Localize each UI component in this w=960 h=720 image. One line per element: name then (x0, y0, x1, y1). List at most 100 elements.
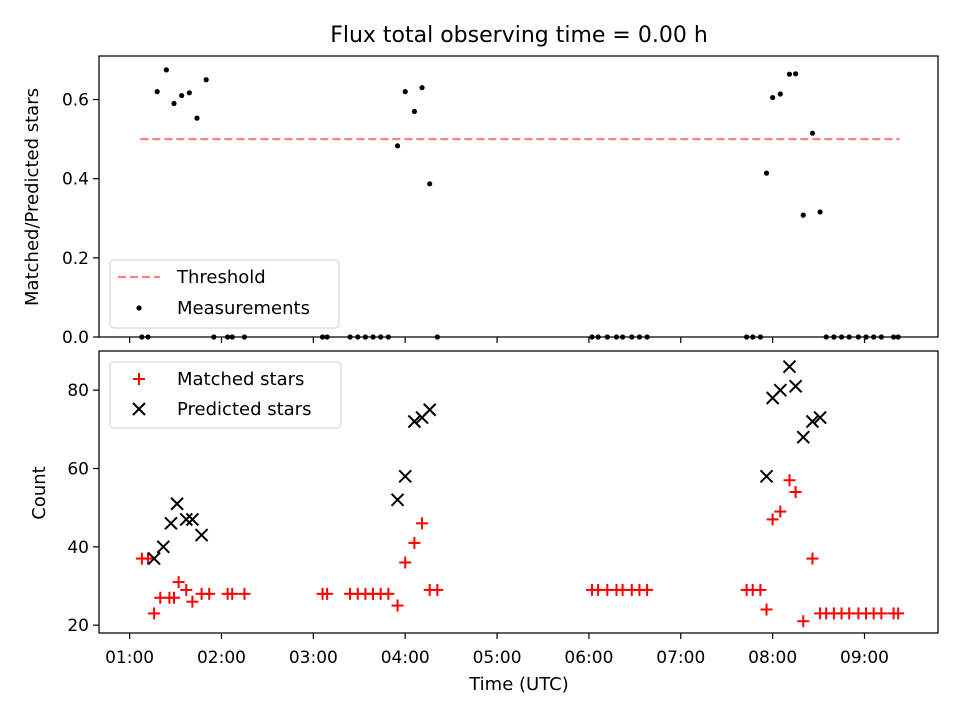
bottom-x-tick-label: 05:00 (473, 648, 522, 668)
matched-star-point (892, 607, 905, 620)
bottom-y-ticks: 20 40 60 80 (67, 381, 99, 636)
top-plot-frame (98, 55, 939, 338)
measurement-point (154, 89, 160, 95)
measurement-point (786, 71, 793, 77)
matched-star-point (382, 587, 395, 600)
bottom-x-tick-label: 06:00 (564, 648, 613, 668)
top-legend: Threshold Measurements (109, 259, 340, 329)
predicted-star-point (164, 516, 178, 531)
matched-star-point (783, 474, 796, 487)
matched-star-point (399, 556, 412, 569)
top-y-axis-label: Matched/Predicted stars (22, 88, 43, 306)
measurement-point (411, 108, 417, 115)
top-legend-box (109, 259, 340, 329)
matched-star-point (168, 591, 181, 604)
measurement-point (763, 170, 770, 176)
predicted-star-point (398, 469, 412, 484)
legend-threshold-label: Threshold (176, 267, 266, 288)
measurement-point (809, 130, 816, 136)
bottom-y-tick-label: 60 (67, 460, 89, 480)
matched-star-point (321, 587, 334, 600)
measurement-point (394, 143, 401, 149)
predicted-star-points (147, 359, 827, 566)
matched-star-point (238, 587, 251, 600)
predicted-star-point (796, 430, 810, 444)
legend-predicted-swatch (132, 402, 146, 416)
bottom-x-tick-label: 09:00 (840, 648, 889, 668)
matched-star-point (806, 552, 819, 565)
top-x-ticks (129, 337, 866, 343)
measurement-point (203, 77, 209, 83)
predicted-star-point (170, 497, 184, 511)
matched-star-point (774, 505, 787, 518)
measurement-point (777, 91, 783, 97)
predicted-star-point (147, 551, 161, 566)
top-y-tick-label: 0.2 (62, 249, 89, 269)
measurement-point (770, 94, 776, 101)
top-y-tick-label: 0.4 (62, 170, 89, 190)
matched-star-point (789, 486, 802, 498)
matched-star-point (766, 513, 779, 526)
matched-star-point (203, 587, 216, 600)
top-panel: Matched/Predicted stars 0.0 0.2 0.4 0.6 Thr… (22, 55, 939, 348)
top-chart-title: Flux total observing time = 0.00 h (330, 23, 708, 48)
bottom-y-tick-label: 20 (67, 616, 89, 636)
matched-star-point (180, 583, 193, 596)
measurement-point (800, 212, 806, 218)
matched-star-point (141, 552, 154, 565)
matched-star-point (641, 583, 654, 596)
legend-measurements-swatch (136, 305, 142, 311)
predicted-star-point (788, 379, 803, 393)
bottom-legend-box (109, 361, 342, 429)
measurement-point (163, 67, 169, 73)
predicted-star-point (805, 414, 820, 429)
measurement-point (419, 85, 425, 91)
measurement-point (402, 89, 408, 95)
predicted-star-point (813, 410, 827, 425)
bottom-x-axis-label: Time (UTC) (468, 674, 569, 695)
legend-matched-label: Matched stars (177, 369, 304, 390)
measurement-point (817, 209, 823, 215)
bottom-y-axis-label: Count (29, 466, 50, 519)
bottom-x-tick-label: 01:00 (105, 648, 154, 668)
legend-predicted-label: Predicted stars (177, 399, 311, 420)
matched-star-point (148, 607, 161, 620)
bottom-panel: Count Time (UTC) 20 40 60 80 01:00 02:00 03:0… (29, 350, 939, 695)
matched-star-point (754, 583, 767, 596)
legend-matched-swatch (133, 373, 145, 385)
measurement-point (179, 92, 185, 99)
predicted-star-point (185, 512, 200, 527)
predicted-star-point (422, 403, 437, 417)
measurement-point (793, 71, 799, 77)
predicted-star-point (759, 469, 774, 484)
top-y-tick-label: 0.6 (62, 91, 89, 111)
predicted-star-point (390, 493, 405, 507)
bottom-x-tick-label: 02:00 (197, 648, 246, 668)
bottom-x-tick-label: 08:00 (748, 648, 797, 668)
predicted-star-point (782, 359, 797, 374)
measurement-point (194, 115, 200, 121)
predicted-star-point (179, 512, 193, 527)
matched-star-point (186, 595, 199, 608)
bottom-x-tick-label: 04:00 (381, 648, 430, 668)
bottom-x-tick-label: 07:00 (656, 648, 705, 668)
matched-star-point (416, 517, 429, 530)
measurement-point (427, 181, 433, 187)
matched-star-point (226, 587, 239, 600)
legend-measurements-label: Measurements (177, 298, 310, 319)
measurement-point (186, 90, 192, 96)
bottom-legend: Matched stars Predicted stars (109, 361, 342, 429)
predicted-star-point (407, 414, 422, 429)
predicted-star-point (194, 528, 209, 542)
matched-star-points (135, 474, 905, 628)
matched-star-point (172, 576, 185, 589)
matched-star-point (431, 583, 444, 596)
top-y-ticks: 0.0 0.2 0.4 0.6 (62, 91, 99, 348)
measurement-point (171, 100, 177, 107)
matched-star-point (875, 607, 888, 620)
predicted-star-point (156, 540, 171, 554)
bottom-plot-frame (98, 350, 939, 634)
top-y-tick-label: 0.0 (62, 328, 89, 348)
